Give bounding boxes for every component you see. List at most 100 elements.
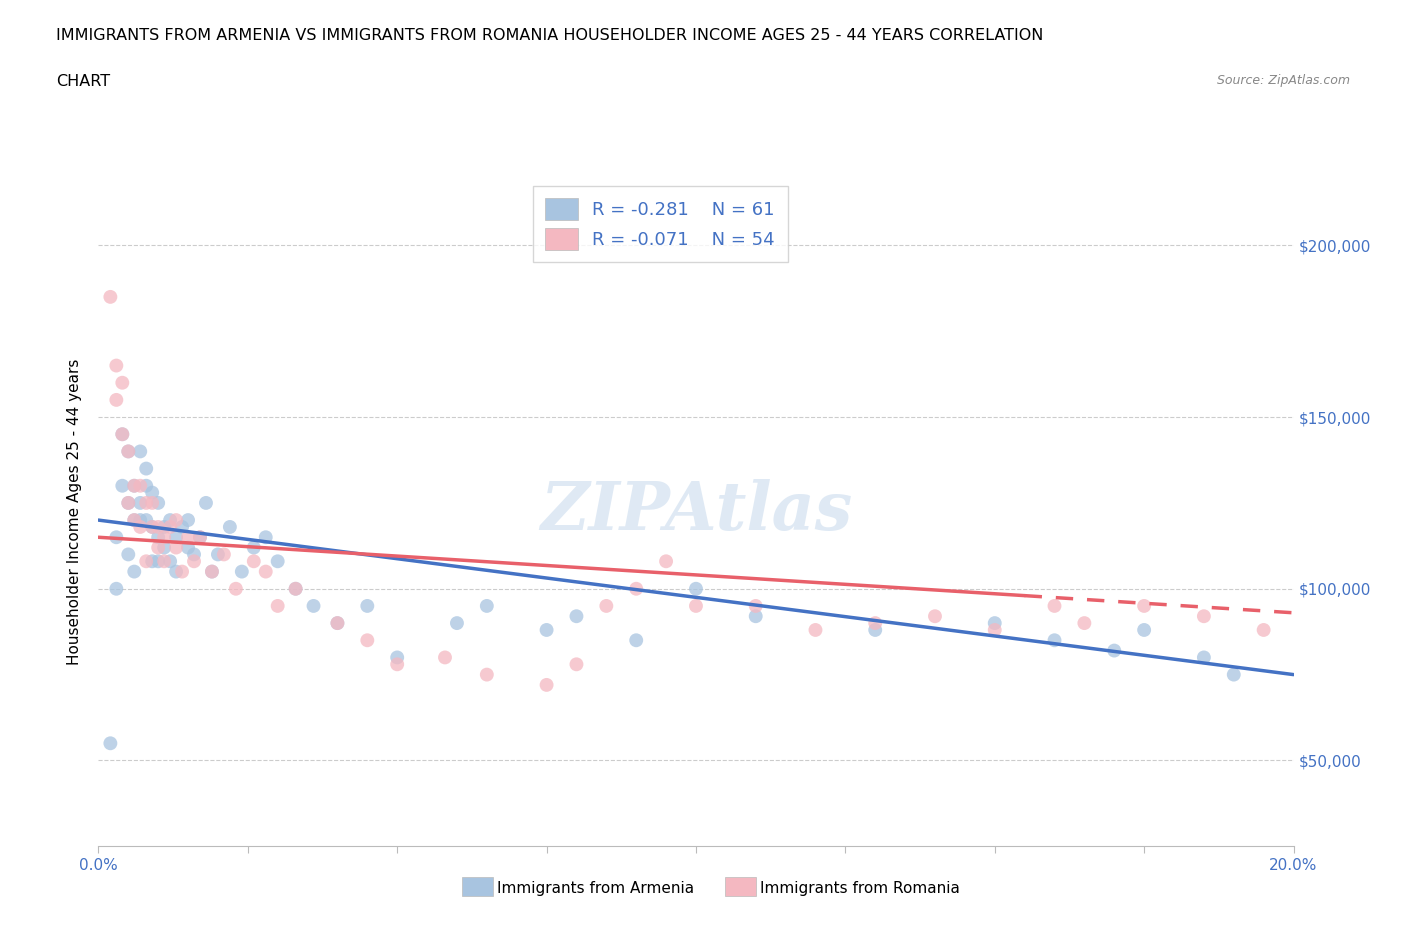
Point xyxy=(356,632,378,647)
Point xyxy=(207,547,229,562)
Point xyxy=(446,616,468,631)
Point xyxy=(135,512,157,527)
Point xyxy=(1253,622,1275,637)
Point xyxy=(135,461,157,476)
Point xyxy=(105,358,128,373)
Point xyxy=(129,520,152,535)
Point xyxy=(148,496,170,511)
Point xyxy=(165,512,187,527)
Point xyxy=(1104,644,1126,658)
Point xyxy=(165,530,187,545)
Point xyxy=(475,667,498,682)
Point xyxy=(302,599,325,614)
Point xyxy=(135,496,157,511)
Point xyxy=(434,650,457,665)
Point xyxy=(135,554,157,569)
Point xyxy=(254,530,277,545)
Point xyxy=(141,520,163,535)
Point xyxy=(565,609,588,624)
Point xyxy=(201,565,224,579)
Point xyxy=(1073,616,1095,631)
Point xyxy=(148,554,170,569)
Point xyxy=(159,554,181,569)
Point xyxy=(165,540,187,555)
Point xyxy=(148,540,170,555)
Point xyxy=(804,622,827,637)
Point xyxy=(172,520,194,535)
Point xyxy=(117,496,139,511)
Point xyxy=(153,530,176,545)
Point xyxy=(745,599,768,614)
Point xyxy=(153,554,176,569)
Point xyxy=(243,540,266,555)
Point xyxy=(129,478,152,493)
Text: Source: ZipAtlas.com: Source: ZipAtlas.com xyxy=(1216,74,1350,87)
Point xyxy=(284,581,307,596)
Point xyxy=(124,512,146,527)
Point xyxy=(153,520,176,535)
Point xyxy=(148,530,170,545)
Point xyxy=(117,444,139,458)
Point xyxy=(141,554,163,569)
Point xyxy=(124,565,146,579)
Point xyxy=(655,554,678,569)
Point xyxy=(595,599,617,614)
Point xyxy=(865,616,887,631)
Y-axis label: Householder Income Ages 25 - 44 years: Householder Income Ages 25 - 44 years xyxy=(67,358,83,665)
Text: IMMIGRANTS FROM ARMENIA VS IMMIGRANTS FROM ROMANIA HOUSEHOLDER INCOME AGES 25 - : IMMIGRANTS FROM ARMENIA VS IMMIGRANTS FR… xyxy=(56,28,1043,43)
Point xyxy=(1192,609,1215,624)
Point xyxy=(124,478,146,493)
Point xyxy=(685,599,707,614)
Point xyxy=(284,581,307,596)
Point xyxy=(385,650,409,665)
Point xyxy=(124,512,146,527)
Point xyxy=(326,616,349,631)
Point xyxy=(326,616,349,631)
Point xyxy=(129,512,152,527)
Text: ZIPAtlas: ZIPAtlas xyxy=(540,479,852,544)
Point xyxy=(129,496,152,511)
Point xyxy=(172,565,194,579)
Point xyxy=(188,530,211,545)
Point xyxy=(536,622,558,637)
Point xyxy=(267,599,290,614)
Point xyxy=(626,581,648,596)
Point xyxy=(745,609,768,624)
Point xyxy=(148,520,170,535)
Text: Immigrants from Romania: Immigrants from Romania xyxy=(759,881,960,896)
Point xyxy=(100,289,122,304)
Point xyxy=(536,677,558,692)
Point xyxy=(141,485,163,500)
Point xyxy=(565,657,588,671)
Point xyxy=(177,540,200,555)
Point xyxy=(225,581,247,596)
Point xyxy=(626,632,648,647)
Point xyxy=(177,530,200,545)
Point xyxy=(105,581,128,596)
Point xyxy=(153,540,176,555)
Text: Immigrants from Armenia: Immigrants from Armenia xyxy=(498,881,695,896)
Point xyxy=(129,444,152,458)
Point xyxy=(1043,599,1066,614)
Point xyxy=(1192,650,1215,665)
Point xyxy=(141,520,163,535)
Point xyxy=(111,427,134,442)
Point xyxy=(195,496,218,511)
Point xyxy=(212,547,235,562)
Point xyxy=(100,736,122,751)
Point xyxy=(141,496,163,511)
Point xyxy=(984,622,1007,637)
Point xyxy=(124,478,146,493)
Point xyxy=(188,530,211,545)
Point xyxy=(475,599,498,614)
Point xyxy=(183,547,205,562)
Point xyxy=(177,512,200,527)
Point xyxy=(105,530,128,545)
Point xyxy=(183,554,205,569)
Point xyxy=(111,427,134,442)
Point xyxy=(243,554,266,569)
Point xyxy=(117,547,139,562)
Point xyxy=(1133,599,1156,614)
Point xyxy=(865,622,887,637)
Point xyxy=(385,657,409,671)
